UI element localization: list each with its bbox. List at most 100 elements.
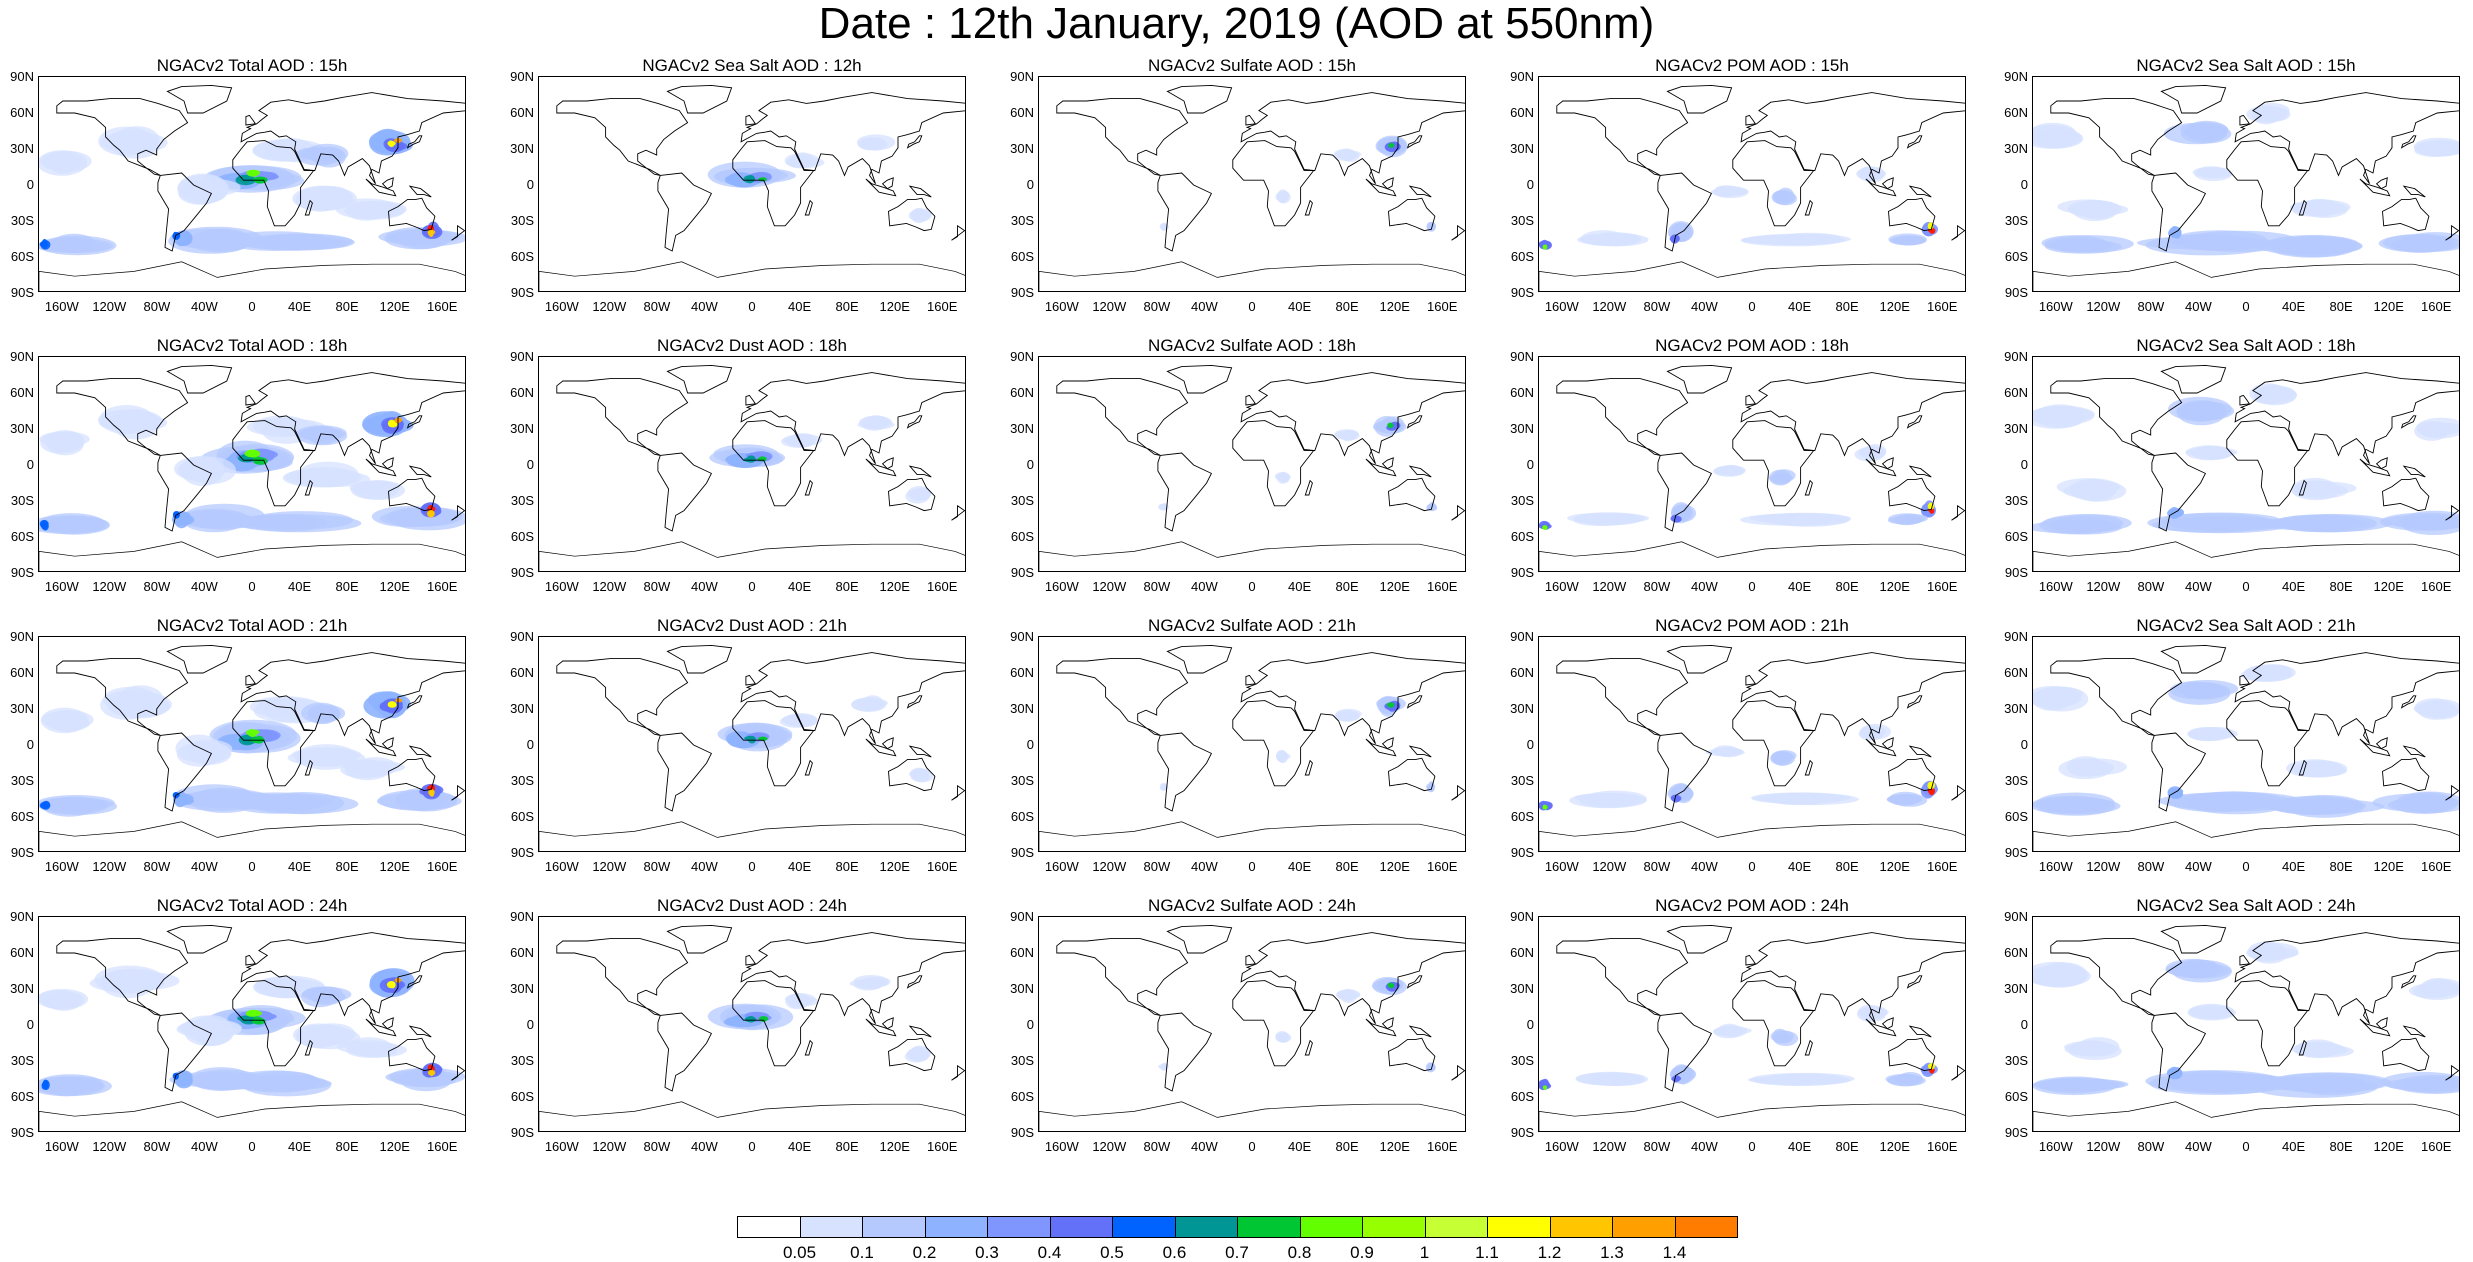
lon-tick-label: 120W (1592, 1139, 1627, 1154)
lon-tick-label: 40W (191, 1139, 218, 1154)
lat-tick-label: 30N (1010, 421, 1034, 436)
lon-tick-label: 80E (835, 859, 859, 874)
aod-plume (2043, 514, 2132, 532)
lat-tick-label: 60S (10, 529, 34, 544)
coastline-northAmerica (56, 98, 189, 176)
lat-tick-label: 60S (2004, 809, 2028, 824)
colorbar-tick-label: 0.1 (850, 1243, 874, 1262)
coastline-eurasia (2234, 92, 2459, 185)
coastline-southAmerica (657, 1012, 713, 1092)
coastline-northAmerica (1556, 378, 1689, 456)
coastline-madagascar (804, 479, 813, 496)
lon-tick-label: 160E (1427, 299, 1458, 314)
coastline-borneo (2375, 1017, 2388, 1030)
lat-tick-label: 0 (26, 177, 34, 192)
lon-tick-label: 40W (191, 579, 218, 594)
lon-tick-label: 120W (92, 859, 127, 874)
aod-plume (2391, 238, 2456, 252)
world-map (1539, 924, 1965, 1131)
coastline-eurasia (1240, 372, 1465, 465)
colorbar-swatch (1049, 1216, 1113, 1238)
coastline-eurasia (240, 932, 465, 1025)
aod-plume (47, 994, 81, 1011)
coastline-japan (906, 135, 923, 149)
lon-tick-label: 0 (748, 859, 756, 874)
lon-tick-label: 120W (1092, 299, 1127, 314)
aod-plume (2392, 795, 2457, 814)
coastline-newzealand (451, 504, 465, 521)
lat-tick-label: 90S (1510, 1125, 1534, 1140)
coastline-africa (1732, 700, 1815, 787)
coastline-australia (1388, 197, 1436, 232)
world-map (39, 924, 465, 1131)
colorbar-tick-label: 0.05 (782, 1243, 817, 1262)
coastline-africa (2226, 140, 2309, 227)
lat-tick-label: 60N (2004, 665, 2028, 680)
map-panel: NGACv2 Total AOD : 18h 90N 60N 30N 0 30S 60S 90… (0, 336, 480, 598)
lon-tick-label: 40E (288, 859, 312, 874)
coastline-newguinea (2402, 745, 2426, 758)
colorbar-tick-label: 0.3 (975, 1243, 999, 1262)
aod-plume (191, 1015, 234, 1047)
aod-plume (254, 735, 264, 744)
lat-tick-label: 60S (2004, 529, 2028, 544)
coastline-eurasia (1240, 652, 1465, 745)
lon-tick-label: 40W (2185, 859, 2212, 874)
coastline-australia (2382, 757, 2430, 792)
lon-tick-label: 0 (1248, 859, 1256, 874)
coastline-madagascar (304, 479, 313, 496)
lat-tick-label: 60S (1010, 529, 1034, 544)
coastline-borneo (381, 1017, 394, 1030)
lon-tick-label: 160E (927, 579, 958, 594)
coastline-greenland (1666, 924, 1733, 954)
lon-tick-label: 40E (1788, 299, 1812, 314)
coastline-antarctica (1039, 541, 1465, 571)
aod-plume (1589, 232, 1642, 247)
coastline-greenland (1166, 924, 1233, 954)
aod-plume (42, 1079, 49, 1089)
lon-tick-label: 120E (1379, 579, 1410, 594)
lat-tick-label: 30S (1510, 773, 1534, 788)
lat-tick-label: 0 (2020, 177, 2028, 192)
lat-tick-label: 90S (10, 285, 34, 300)
aod-plume (2064, 1041, 2114, 1053)
lon-tick-label: 80W (643, 579, 671, 594)
lat-tick-label: 60N (510, 945, 534, 960)
coastline-britain (1245, 114, 1257, 126)
aod-plume (2402, 514, 2459, 535)
aod-plume (177, 462, 226, 480)
aod-plume (1542, 525, 1548, 530)
coastline-eurasia (1740, 932, 1965, 1025)
lon-tick-label: 40E (1288, 859, 1312, 874)
aod-plume (44, 1076, 89, 1097)
coastline-indonesia (2359, 1018, 2391, 1037)
aod-plume (41, 238, 48, 249)
lon-tick-label: 0 (2242, 1139, 2250, 1154)
lon-tick-label: 120E (379, 1139, 410, 1154)
lat-tick-label: 90N (2004, 629, 2028, 644)
lon-tick-label: 120E (2373, 579, 2404, 594)
lat-tick-label: 90S (1510, 845, 1534, 860)
lon-tick-label: 0 (748, 1139, 756, 1154)
panel-title: NGACv2 Total AOD : 21h (156, 616, 348, 635)
lon-tick-label: 80W (1643, 859, 1671, 874)
aod-plume (176, 742, 222, 767)
lon-tick-label: 40E (1288, 299, 1312, 314)
lon-tick-label: 80W (1643, 1139, 1671, 1154)
aod-plume (1770, 750, 1793, 763)
coastline-eurasia (740, 92, 965, 185)
lat-tick-label: 30N (510, 421, 534, 436)
coastline-indonesia (865, 458, 897, 477)
coastline-greenland (1666, 84, 1733, 114)
coastline-eurasia (1240, 932, 1465, 1025)
coastline-eurasia (240, 92, 465, 185)
lon-tick-label: 120E (379, 579, 410, 594)
lon-tick-label: 120E (379, 299, 410, 314)
coastline-southAmerica (1657, 452, 1713, 532)
coastline-newzealand (951, 1064, 965, 1081)
lon-tick-label: 160W (1544, 1139, 1579, 1154)
world-map (1039, 364, 1465, 571)
aod-plume (350, 1042, 407, 1058)
coastline-northAmerica (1056, 938, 1189, 1016)
aod-plume (2275, 515, 2362, 530)
